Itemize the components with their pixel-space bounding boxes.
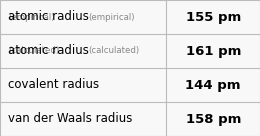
- Text: (calculated): (calculated): [88, 47, 139, 55]
- Text: 155 pm: 155 pm: [186, 10, 241, 24]
- Text: 158 pm: 158 pm: [186, 112, 241, 126]
- Text: (empirical): (empirical): [8, 13, 55, 21]
- Text: 161 pm: 161 pm: [186, 44, 241, 58]
- Text: van der Waals radius: van der Waals radius: [8, 112, 132, 126]
- Text: 144 pm: 144 pm: [185, 78, 241, 92]
- Text: atomic radius: atomic radius: [8, 44, 89, 58]
- Text: covalent radius: covalent radius: [8, 78, 99, 92]
- Text: (calculated): (calculated): [8, 47, 59, 55]
- Text: atomic radius: atomic radius: [8, 10, 89, 24]
- Text: (empirical): (empirical): [88, 13, 134, 21]
